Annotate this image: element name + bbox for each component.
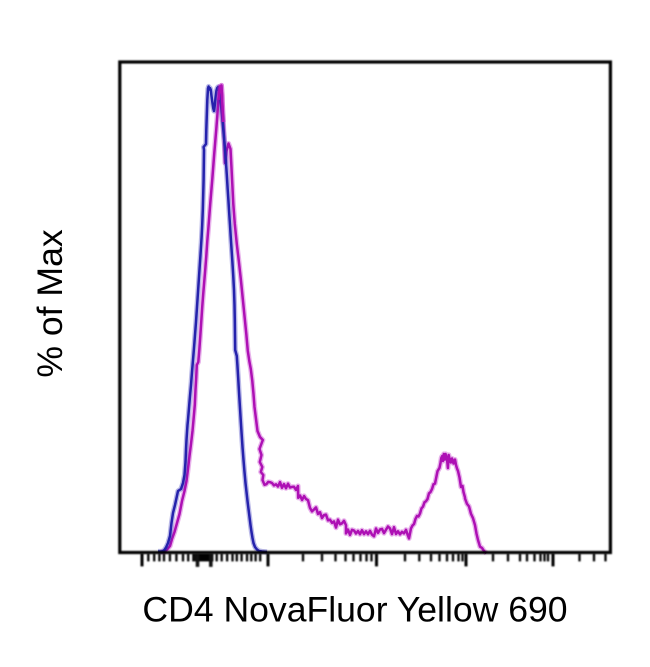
svg-text:CD4 NovaFluor Yellow 690: CD4 NovaFluor Yellow 690 <box>142 590 567 630</box>
svg-text:% of Max: % of Max <box>30 229 70 377</box>
